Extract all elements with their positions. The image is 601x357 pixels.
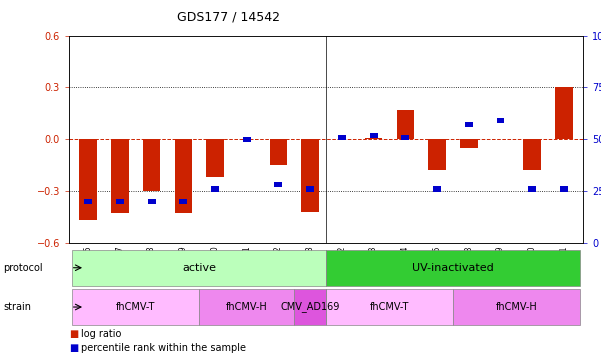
Text: strain: strain (3, 302, 31, 312)
Bar (528, 186, 536, 191)
Bar (460, 139, 478, 148)
Bar (148, 199, 156, 204)
Bar (143, 139, 160, 191)
Bar (79, 139, 97, 220)
Text: log ratio: log ratio (81, 329, 121, 339)
Bar (465, 122, 473, 127)
Text: active: active (182, 263, 216, 273)
Bar (307, 186, 314, 191)
Bar (211, 186, 219, 191)
Bar (397, 110, 414, 139)
Bar (453, 289, 580, 325)
Text: UV-inactivated: UV-inactivated (412, 263, 494, 273)
Bar (338, 135, 346, 140)
Bar (326, 250, 580, 286)
Bar (270, 139, 287, 165)
Text: fhCMV-T: fhCMV-T (116, 302, 156, 312)
Bar (401, 135, 409, 140)
Bar (111, 139, 129, 213)
Text: fhCMV-H: fhCMV-H (226, 302, 267, 312)
Bar (370, 132, 377, 138)
Bar (523, 139, 541, 170)
Text: fhCMV-H: fhCMV-H (495, 302, 537, 312)
Bar (174, 139, 192, 213)
Bar (429, 139, 446, 170)
Text: fhCMV-T: fhCMV-T (370, 302, 409, 312)
Text: percentile rank within the sample: percentile rank within the sample (81, 343, 246, 353)
Bar (433, 186, 441, 191)
Text: GDS177 / 14542: GDS177 / 14542 (177, 11, 280, 24)
Bar (116, 199, 124, 204)
Bar (243, 137, 251, 142)
Bar (326, 289, 453, 325)
Text: ■: ■ (69, 343, 78, 353)
Bar (555, 87, 573, 139)
Text: ■: ■ (69, 329, 78, 339)
Bar (275, 182, 282, 187)
Bar (84, 199, 92, 204)
Bar (560, 186, 568, 191)
Bar (72, 289, 199, 325)
Bar (294, 289, 326, 325)
Text: CMV_AD169: CMV_AD169 (281, 302, 340, 312)
Bar (206, 139, 224, 177)
Text: protocol: protocol (3, 263, 43, 273)
Bar (302, 139, 319, 212)
Bar (179, 199, 188, 204)
Bar (72, 250, 326, 286)
Bar (496, 118, 504, 123)
Bar (199, 289, 294, 325)
